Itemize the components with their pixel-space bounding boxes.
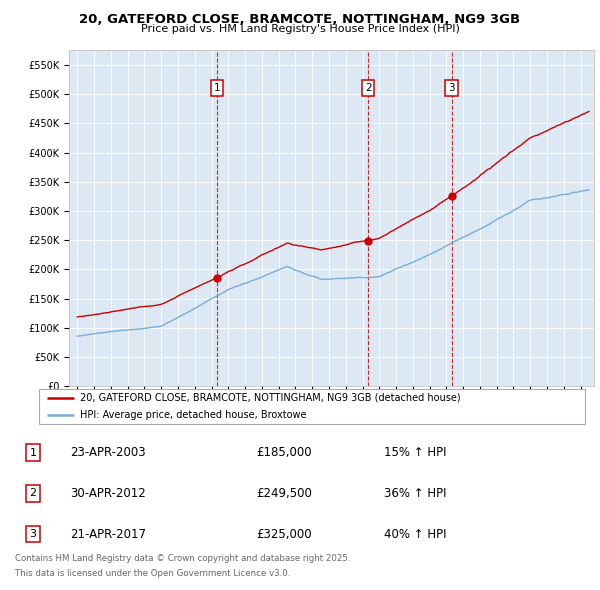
- Text: This data is licensed under the Open Government Licence v3.0.: This data is licensed under the Open Gov…: [15, 569, 290, 578]
- Text: 15% ↑ HPI: 15% ↑ HPI: [385, 446, 447, 459]
- Text: 23-APR-2003: 23-APR-2003: [70, 446, 146, 459]
- Text: 21-APR-2017: 21-APR-2017: [70, 528, 146, 541]
- Text: 40% ↑ HPI: 40% ↑ HPI: [385, 528, 447, 541]
- Text: 1: 1: [214, 83, 220, 93]
- Text: HPI: Average price, detached house, Broxtowe: HPI: Average price, detached house, Brox…: [80, 410, 307, 420]
- Text: £325,000: £325,000: [256, 528, 312, 541]
- Text: 1: 1: [29, 448, 37, 457]
- Text: 36% ↑ HPI: 36% ↑ HPI: [385, 487, 447, 500]
- Text: 30-APR-2012: 30-APR-2012: [70, 487, 146, 500]
- Text: 3: 3: [448, 83, 455, 93]
- Text: £185,000: £185,000: [256, 446, 312, 459]
- Text: £249,500: £249,500: [256, 487, 313, 500]
- Text: 2: 2: [29, 489, 37, 499]
- Text: 20, GATEFORD CLOSE, BRAMCOTE, NOTTINGHAM, NG9 3GB (detached house): 20, GATEFORD CLOSE, BRAMCOTE, NOTTINGHAM…: [80, 393, 461, 403]
- Text: Price paid vs. HM Land Registry's House Price Index (HPI): Price paid vs. HM Land Registry's House …: [140, 24, 460, 34]
- Text: 2: 2: [365, 83, 371, 93]
- Text: Contains HM Land Registry data © Crown copyright and database right 2025.: Contains HM Land Registry data © Crown c…: [15, 555, 350, 563]
- Text: 3: 3: [29, 529, 37, 539]
- FancyBboxPatch shape: [39, 389, 585, 424]
- Text: 20, GATEFORD CLOSE, BRAMCOTE, NOTTINGHAM, NG9 3GB: 20, GATEFORD CLOSE, BRAMCOTE, NOTTINGHAM…: [79, 13, 521, 26]
